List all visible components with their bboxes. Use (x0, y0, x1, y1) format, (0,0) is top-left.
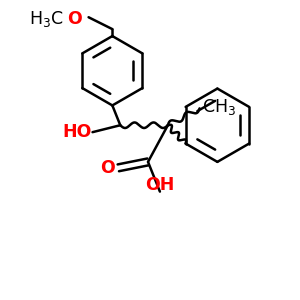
Text: OH: OH (145, 176, 175, 194)
Text: HO: HO (62, 123, 92, 141)
Text: O: O (67, 10, 82, 28)
Text: H$_3$C: H$_3$C (29, 9, 64, 29)
Text: O: O (100, 159, 115, 177)
Text: CH$_3$: CH$_3$ (202, 98, 236, 117)
